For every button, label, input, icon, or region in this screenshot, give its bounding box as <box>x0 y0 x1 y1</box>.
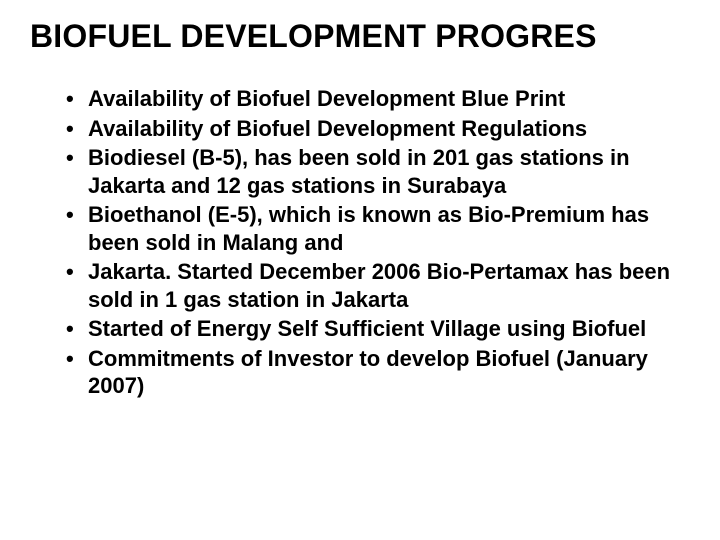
list-item: Jakarta. Started December 2006 Bio-Perta… <box>66 258 690 313</box>
list-item: Availability of Biofuel Development Blue… <box>66 85 690 113</box>
list-item: Availability of Biofuel Development Regu… <box>66 115 690 143</box>
list-item: Bioethanol (E-5), which is known as Bio-… <box>66 201 690 256</box>
slide: BIOFUEL DEVELOPMENT PROGRES Availability… <box>0 0 720 540</box>
list-item: Biodiesel (B-5), has been sold in 201 ga… <box>66 144 690 199</box>
list-item: Commitments of Investor to develop Biofu… <box>66 345 690 400</box>
slide-title: BIOFUEL DEVELOPMENT PROGRES <box>30 18 690 55</box>
list-item: Started of Energy Self Sufficient Villag… <box>66 315 690 343</box>
bullet-list: Availability of Biofuel Development Blue… <box>30 85 690 400</box>
